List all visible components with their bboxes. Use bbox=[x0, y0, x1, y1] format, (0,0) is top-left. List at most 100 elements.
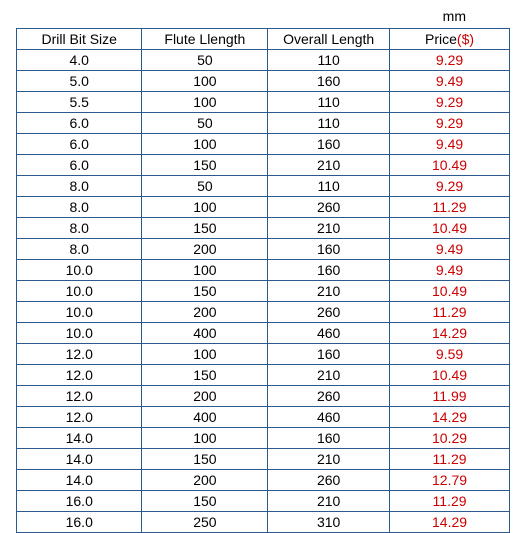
header-size: Drill Bit Size bbox=[17, 29, 142, 50]
cell-flute: 100 bbox=[142, 92, 268, 113]
cell-overall: 260 bbox=[268, 302, 390, 323]
cell-overall: 110 bbox=[268, 50, 390, 71]
cell-size: 8.0 bbox=[17, 176, 142, 197]
price-label-text: Price bbox=[425, 31, 457, 47]
cell-flute: 100 bbox=[142, 260, 268, 281]
cell-overall: 460 bbox=[268, 323, 390, 344]
cell-flute: 200 bbox=[142, 470, 268, 491]
table-row: 12.020026011.99 bbox=[17, 386, 510, 407]
price-currency: ($) bbox=[457, 31, 474, 47]
table-row: 14.010016010.29 bbox=[17, 428, 510, 449]
cell-price: 10.29 bbox=[390, 428, 510, 449]
cell-price: 9.29 bbox=[390, 92, 510, 113]
cell-flute: 150 bbox=[142, 155, 268, 176]
cell-flute: 100 bbox=[142, 344, 268, 365]
cell-price: 10.49 bbox=[390, 281, 510, 302]
table-row: 10.01001609.49 bbox=[17, 260, 510, 281]
cell-overall: 160 bbox=[268, 239, 390, 260]
cell-overall: 210 bbox=[268, 281, 390, 302]
cell-flute: 100 bbox=[142, 428, 268, 449]
table-row: 4.0501109.29 bbox=[17, 50, 510, 71]
cell-overall: 160 bbox=[268, 260, 390, 281]
cell-flute: 150 bbox=[142, 218, 268, 239]
table-row: 5.51001109.29 bbox=[17, 92, 510, 113]
cell-price: 9.29 bbox=[390, 50, 510, 71]
cell-overall: 160 bbox=[268, 71, 390, 92]
cell-size: 12.0 bbox=[17, 407, 142, 428]
table-row: 6.0501109.29 bbox=[17, 113, 510, 134]
cell-size: 10.0 bbox=[17, 281, 142, 302]
cell-flute: 100 bbox=[142, 134, 268, 155]
cell-flute: 50 bbox=[142, 50, 268, 71]
cell-price: 9.49 bbox=[390, 260, 510, 281]
cell-overall: 210 bbox=[268, 449, 390, 470]
cell-flute: 400 bbox=[142, 407, 268, 428]
cell-price: 9.49 bbox=[390, 71, 510, 92]
table-row: 16.015021011.29 bbox=[17, 491, 510, 512]
cell-price: 11.29 bbox=[390, 197, 510, 218]
cell-flute: 400 bbox=[142, 323, 268, 344]
header-price: Price($) bbox=[390, 29, 510, 50]
table-row: 5.01001609.49 bbox=[17, 71, 510, 92]
cell-size: 16.0 bbox=[17, 491, 142, 512]
cell-overall: 210 bbox=[268, 155, 390, 176]
cell-size: 12.0 bbox=[17, 386, 142, 407]
cell-size: 10.0 bbox=[17, 302, 142, 323]
cell-size: 8.0 bbox=[17, 239, 142, 260]
cell-size: 6.0 bbox=[17, 113, 142, 134]
cell-flute: 100 bbox=[142, 197, 268, 218]
cell-price: 10.49 bbox=[390, 365, 510, 386]
cell-overall: 310 bbox=[268, 512, 390, 533]
table-row: 8.02001609.49 bbox=[17, 239, 510, 260]
cell-price: 11.99 bbox=[390, 386, 510, 407]
cell-size: 12.0 bbox=[17, 344, 142, 365]
cell-overall: 210 bbox=[268, 218, 390, 239]
cell-size: 12.0 bbox=[17, 365, 142, 386]
cell-price: 14.29 bbox=[390, 407, 510, 428]
cell-size: 6.0 bbox=[17, 134, 142, 155]
cell-flute: 50 bbox=[142, 113, 268, 134]
cell-overall: 160 bbox=[268, 134, 390, 155]
table-row: 10.040046014.29 bbox=[17, 323, 510, 344]
table-row: 12.015021010.49 bbox=[17, 365, 510, 386]
header-flute: Flute Llength bbox=[142, 29, 268, 50]
cell-price: 9.59 bbox=[390, 344, 510, 365]
cell-flute: 250 bbox=[142, 512, 268, 533]
table-row: 8.010026011.29 bbox=[17, 197, 510, 218]
table-row: 6.015021010.49 bbox=[17, 155, 510, 176]
cell-flute: 200 bbox=[142, 386, 268, 407]
cell-overall: 110 bbox=[268, 176, 390, 197]
cell-price: 14.29 bbox=[390, 323, 510, 344]
cell-flute: 50 bbox=[142, 176, 268, 197]
table-row: 6.01001609.49 bbox=[17, 134, 510, 155]
cell-price: 12.79 bbox=[390, 470, 510, 491]
table-header-row: Drill Bit Size Flute Llength Overall Len… bbox=[17, 29, 510, 50]
cell-overall: 260 bbox=[268, 386, 390, 407]
cell-flute: 150 bbox=[142, 281, 268, 302]
cell-price: 9.49 bbox=[390, 134, 510, 155]
cell-overall: 260 bbox=[268, 470, 390, 491]
cell-size: 14.0 bbox=[17, 470, 142, 491]
cell-size: 10.0 bbox=[17, 260, 142, 281]
table-row: 12.01001609.59 bbox=[17, 344, 510, 365]
cell-flute: 150 bbox=[142, 365, 268, 386]
cell-overall: 460 bbox=[268, 407, 390, 428]
cell-overall: 260 bbox=[268, 197, 390, 218]
cell-price: 11.29 bbox=[390, 491, 510, 512]
cell-size: 16.0 bbox=[17, 512, 142, 533]
cell-size: 10.0 bbox=[17, 323, 142, 344]
cell-price: 9.29 bbox=[390, 113, 510, 134]
cell-flute: 100 bbox=[142, 71, 268, 92]
table-row: 16.025031014.29 bbox=[17, 512, 510, 533]
cell-price: 11.29 bbox=[390, 449, 510, 470]
cell-size: 14.0 bbox=[17, 449, 142, 470]
table-row: 14.020026012.79 bbox=[17, 470, 510, 491]
cell-size: 4.0 bbox=[17, 50, 142, 71]
cell-overall: 210 bbox=[268, 365, 390, 386]
cell-price: 10.49 bbox=[390, 218, 510, 239]
drill-bit-table: Drill Bit Size Flute Llength Overall Len… bbox=[16, 28, 510, 533]
cell-size: 5.5 bbox=[17, 92, 142, 113]
cell-size: 8.0 bbox=[17, 197, 142, 218]
cell-overall: 160 bbox=[268, 344, 390, 365]
header-overall: Overall Length bbox=[268, 29, 390, 50]
